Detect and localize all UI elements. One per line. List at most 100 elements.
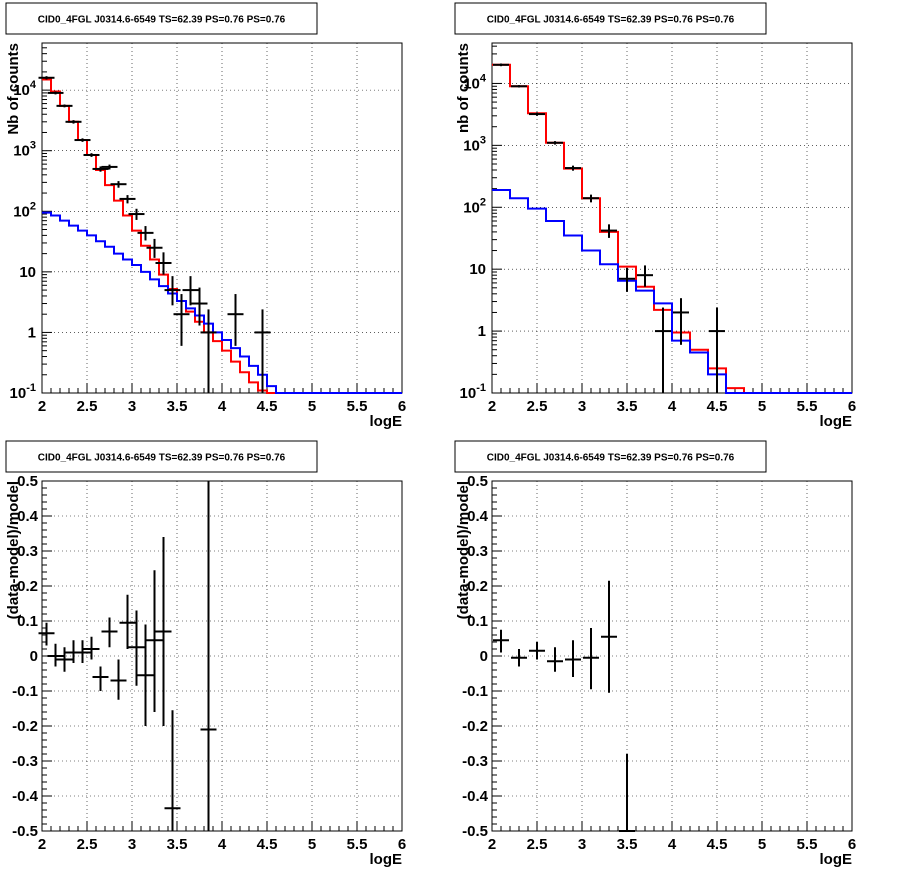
chart-title-box	[5, 2, 318, 35]
chart-title: CID0_4FGL J0314.6-6549 TS=62.39 PS=0.76 …	[38, 453, 286, 464]
x-tick-label: 3	[578, 398, 586, 415]
data-point	[511, 85, 527, 88]
y-tick-exponent: 3	[30, 140, 36, 152]
data-point	[56, 104, 73, 108]
data-point	[74, 640, 91, 663]
y-tick-label: 0.3	[17, 543, 38, 560]
data-point	[74, 138, 91, 142]
data-point	[119, 195, 136, 204]
data-point	[56, 647, 73, 672]
y-tick-label: 10-1	[10, 382, 36, 402]
y-tick-label: 1	[478, 323, 486, 340]
y-tick-label: 0.5	[467, 473, 488, 490]
x-tick-label: 5.5	[797, 836, 818, 853]
data-point	[38, 622, 55, 646]
data-point	[601, 224, 617, 238]
data-point	[164, 276, 181, 306]
data-point	[101, 617, 118, 648]
x-tick-label: 5	[758, 836, 766, 853]
data-point	[227, 294, 244, 346]
y-tick-label: 10-1	[460, 382, 486, 402]
y-tick-exponent: 2	[30, 200, 36, 212]
data-point	[601, 580, 617, 693]
y-tick-base: 10	[19, 264, 36, 281]
y-tick-base: 1	[478, 323, 486, 340]
y-tick-label: -0.2	[462, 718, 488, 735]
y-tick-base: 10	[10, 385, 27, 402]
y-tick-label: 0.3	[467, 543, 488, 560]
data-point	[137, 624, 154, 726]
x-tick-label: 4.5	[257, 398, 278, 415]
x-tick-label: 6	[848, 836, 856, 853]
x-tick-label: 3	[578, 836, 586, 853]
y-tick-label: -0.1	[12, 683, 38, 700]
data-point	[83, 153, 100, 157]
y-tick-base: 10	[13, 82, 30, 99]
x-tick-label: 5	[758, 398, 766, 415]
y-tick-label: -0.2	[12, 718, 38, 735]
data-point	[200, 309, 217, 393]
y-tick-label: 0.1	[467, 613, 488, 630]
chart-title-box	[454, 2, 767, 35]
histogram-series-2	[492, 189, 852, 394]
x-tick-label: 4.5	[707, 836, 728, 853]
chart-panel-3: 2 2.5 3 3.5 4 4.5 5 5.5 6 -0.5 -0.4 -0.3 -0.2 -0.1 0 0.…	[5, 440, 406, 868]
x-tick-label: 3.5	[167, 398, 188, 415]
x-tick-label: 6	[398, 398, 406, 415]
data-point	[637, 265, 653, 287]
data-point	[101, 164, 118, 170]
data-point	[547, 141, 563, 145]
data-point	[709, 307, 725, 393]
x-tick-label: 6	[398, 836, 406, 853]
x-tick-label: 5.5	[797, 398, 818, 415]
x-tick-label: 2.5	[527, 398, 548, 415]
y-tick-label: 0.2	[17, 578, 38, 595]
y-tick-exponent: 4	[480, 72, 487, 84]
y-tick-exponent: -1	[26, 382, 36, 394]
x-tick-label: 4.5	[257, 836, 278, 853]
y-tick-label: 102	[13, 200, 36, 220]
y-tick-base: 10	[13, 203, 30, 220]
data-point	[146, 238, 163, 258]
chart-title: CID0_4FGL J0314.6-6549 TS=62.39 PS=0.76 …	[487, 15, 735, 26]
chart-title-box	[454, 440, 767, 473]
chart-title: CID0_4FGL J0314.6-6549 TS=62.39 PS=0.76 …	[38, 15, 286, 26]
data-point	[146, 570, 163, 712]
data-point	[673, 298, 689, 345]
x-tick-label: 4	[218, 398, 227, 415]
x-tick-label: 5	[308, 398, 316, 415]
data-point	[493, 629, 509, 653]
y-tick-base: 10	[13, 143, 30, 160]
y-tick-base: 10	[469, 261, 486, 278]
y-tick-base: 10	[463, 199, 480, 216]
data-point	[493, 63, 509, 67]
x-tick-label: 4	[668, 398, 677, 415]
x-tick-label: 2.5	[77, 836, 98, 853]
y-tick-label: 0.4	[467, 508, 489, 525]
x-tick-label: 4.5	[707, 398, 728, 415]
data-point	[155, 252, 172, 275]
y-tick-label: -0.1	[462, 683, 488, 700]
data-point	[254, 309, 271, 393]
y-tick-label: 0.5	[17, 473, 38, 490]
data-point	[191, 287, 208, 326]
x-tick-label: 4	[668, 836, 677, 853]
x-tick-label: 5.5	[347, 398, 368, 415]
data-point	[200, 481, 217, 831]
y-tick-base: 10	[460, 385, 477, 402]
data-point	[619, 267, 635, 292]
y-tick-base: 1	[28, 324, 36, 341]
y-tick-base: 10	[463, 137, 480, 154]
x-tick-label: 2	[488, 836, 496, 853]
data-point	[173, 294, 190, 346]
x-tick-label: 2	[488, 398, 496, 415]
y-tick-exponent: 2	[480, 196, 486, 208]
chart-panel-2: 2 2.5 3 3.5 4 4.5 5 5.5 610-1110102103104logEnb …	[454, 2, 856, 430]
x-tick-label: 3	[128, 398, 136, 415]
x-tick-label: 2	[38, 398, 46, 415]
data-point	[92, 666, 109, 691]
y-axis-title: (data-model)/model	[5, 481, 22, 619]
chart-title-box	[5, 440, 318, 473]
data-point	[655, 307, 671, 393]
